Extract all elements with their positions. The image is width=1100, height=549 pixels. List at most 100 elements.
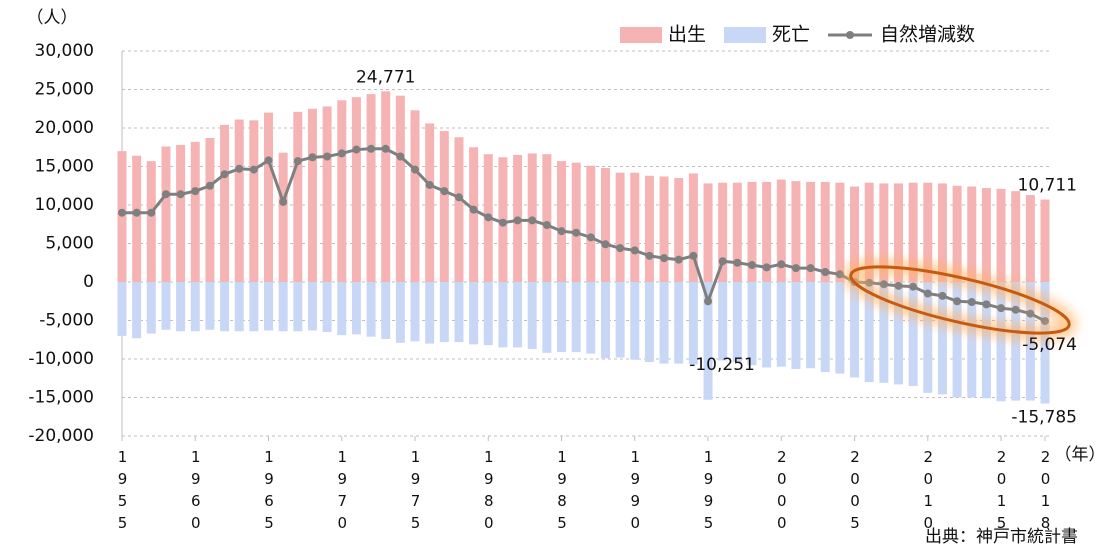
line-marker — [557, 227, 566, 236]
bar — [732, 282, 742, 363]
highlight-ring — [849, 265, 1071, 335]
bar — [366, 94, 376, 283]
bar — [659, 282, 669, 364]
line-marker — [586, 233, 595, 242]
line-marker — [513, 216, 522, 225]
y-tick-label: 10,000 — [35, 195, 94, 215]
bar — [469, 282, 479, 345]
bar — [835, 282, 845, 374]
bar — [542, 154, 552, 282]
bar — [762, 282, 772, 368]
line-marker — [191, 187, 200, 196]
line-marker — [777, 260, 786, 269]
bar — [864, 282, 874, 383]
bar — [996, 282, 1006, 402]
bar — [542, 282, 552, 353]
x-tick-label: 1990 — [626, 448, 644, 536]
bar — [527, 282, 537, 349]
x-tick-label: 2010 — [919, 448, 937, 536]
line-marker — [147, 208, 156, 217]
y-tick-label: 5,000 — [45, 234, 94, 254]
bar — [600, 282, 610, 359]
bar — [322, 106, 332, 282]
bar — [264, 282, 274, 331]
bar — [395, 282, 405, 343]
bar — [952, 185, 962, 282]
bar — [410, 282, 420, 342]
line-marker — [264, 156, 273, 165]
legend-label: 出生 — [668, 24, 706, 46]
bar — [337, 282, 347, 336]
line-marker — [454, 193, 463, 202]
bar — [557, 282, 567, 353]
bar — [600, 168, 610, 282]
x-tick-label: 1960 — [187, 448, 205, 536]
bar — [278, 152, 288, 282]
line-marker — [997, 304, 1006, 313]
line-marker — [396, 152, 405, 161]
line-marker — [469, 205, 478, 214]
bar — [996, 188, 1006, 282]
bar — [425, 282, 435, 344]
line-marker — [308, 153, 317, 162]
bar — [1025, 194, 1035, 282]
bar — [630, 282, 640, 360]
line-marker — [806, 264, 815, 273]
bar — [337, 100, 347, 282]
bar — [879, 282, 889, 383]
bar — [850, 186, 860, 282]
bar — [615, 282, 625, 358]
bar — [703, 282, 713, 400]
line-marker — [235, 164, 244, 173]
x-tick-label: 2018 — [1037, 448, 1055, 536]
plot-area — [117, 50, 1050, 437]
bar — [864, 182, 874, 282]
bar — [659, 176, 669, 282]
line-marker — [704, 297, 713, 306]
bar — [234, 119, 244, 282]
bar — [293, 111, 303, 282]
bar — [117, 282, 127, 336]
bar — [747, 181, 757, 282]
highlight — [843, 259, 1077, 341]
y-tick-label: -20,000 — [28, 426, 94, 446]
bar — [718, 182, 728, 282]
bar — [981, 282, 991, 399]
bar — [220, 282, 230, 332]
bar — [234, 282, 244, 332]
line-marker — [337, 149, 346, 158]
line-marker — [1041, 317, 1049, 326]
line-marker — [498, 218, 507, 227]
bar — [307, 282, 317, 331]
bar — [747, 282, 757, 366]
line-marker — [220, 170, 229, 179]
bar — [264, 112, 274, 282]
data-label: -5,074 — [1022, 335, 1077, 355]
bar — [952, 282, 962, 398]
bar — [454, 137, 464, 282]
legend-swatch — [724, 27, 767, 43]
bar — [498, 282, 508, 348]
line-marker — [821, 267, 830, 276]
line-marker — [909, 282, 918, 291]
line-marker — [953, 297, 962, 306]
y-tick-label: 20,000 — [35, 118, 94, 138]
bar — [571, 162, 581, 282]
line-marker — [572, 228, 581, 237]
bar — [161, 282, 171, 330]
bar — [791, 282, 801, 370]
legend-swatch — [620, 27, 662, 43]
line-marker — [425, 180, 434, 189]
line-marker — [293, 157, 302, 166]
line-marker — [118, 208, 126, 217]
line-marker — [1011, 305, 1020, 314]
line-marker — [689, 251, 698, 260]
bar — [220, 124, 230, 282]
bar — [278, 282, 288, 332]
bar — [835, 182, 845, 282]
bar — [674, 178, 684, 282]
bar — [132, 155, 142, 282]
bar — [190, 282, 200, 332]
bar — [893, 282, 903, 385]
